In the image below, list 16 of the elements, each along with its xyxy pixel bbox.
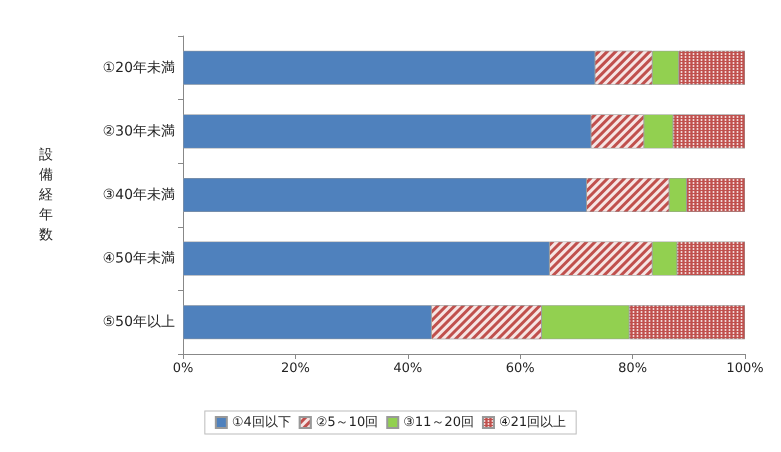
y-tick-label: ②30年未満 — [102, 123, 175, 140]
legend-label: ①4回以下 — [232, 415, 291, 430]
x-tick-label: 80% — [618, 361, 648, 376]
legend-label: ④21回以上 — [498, 415, 566, 430]
y-tick-label: ①20年未満 — [102, 60, 175, 76]
y-tick-label: ④50年未満 — [102, 250, 175, 267]
x-tick-label: 20% — [280, 361, 310, 376]
legend-label: ②5～10回 — [316, 415, 378, 430]
x-tick-label: 60% — [506, 361, 535, 376]
y-tick-label: ⑤50年以上 — [102, 314, 175, 330]
x-tick-label: 100% — [726, 361, 764, 376]
y-tick-label: ③40年未満 — [102, 187, 175, 203]
legend-label: ③11～20回 — [403, 415, 474, 430]
x-tick-label: 0% — [172, 361, 194, 376]
y-axis-title: 設備経年数 — [38, 147, 53, 243]
x-tick-label: 40% — [393, 361, 422, 376]
